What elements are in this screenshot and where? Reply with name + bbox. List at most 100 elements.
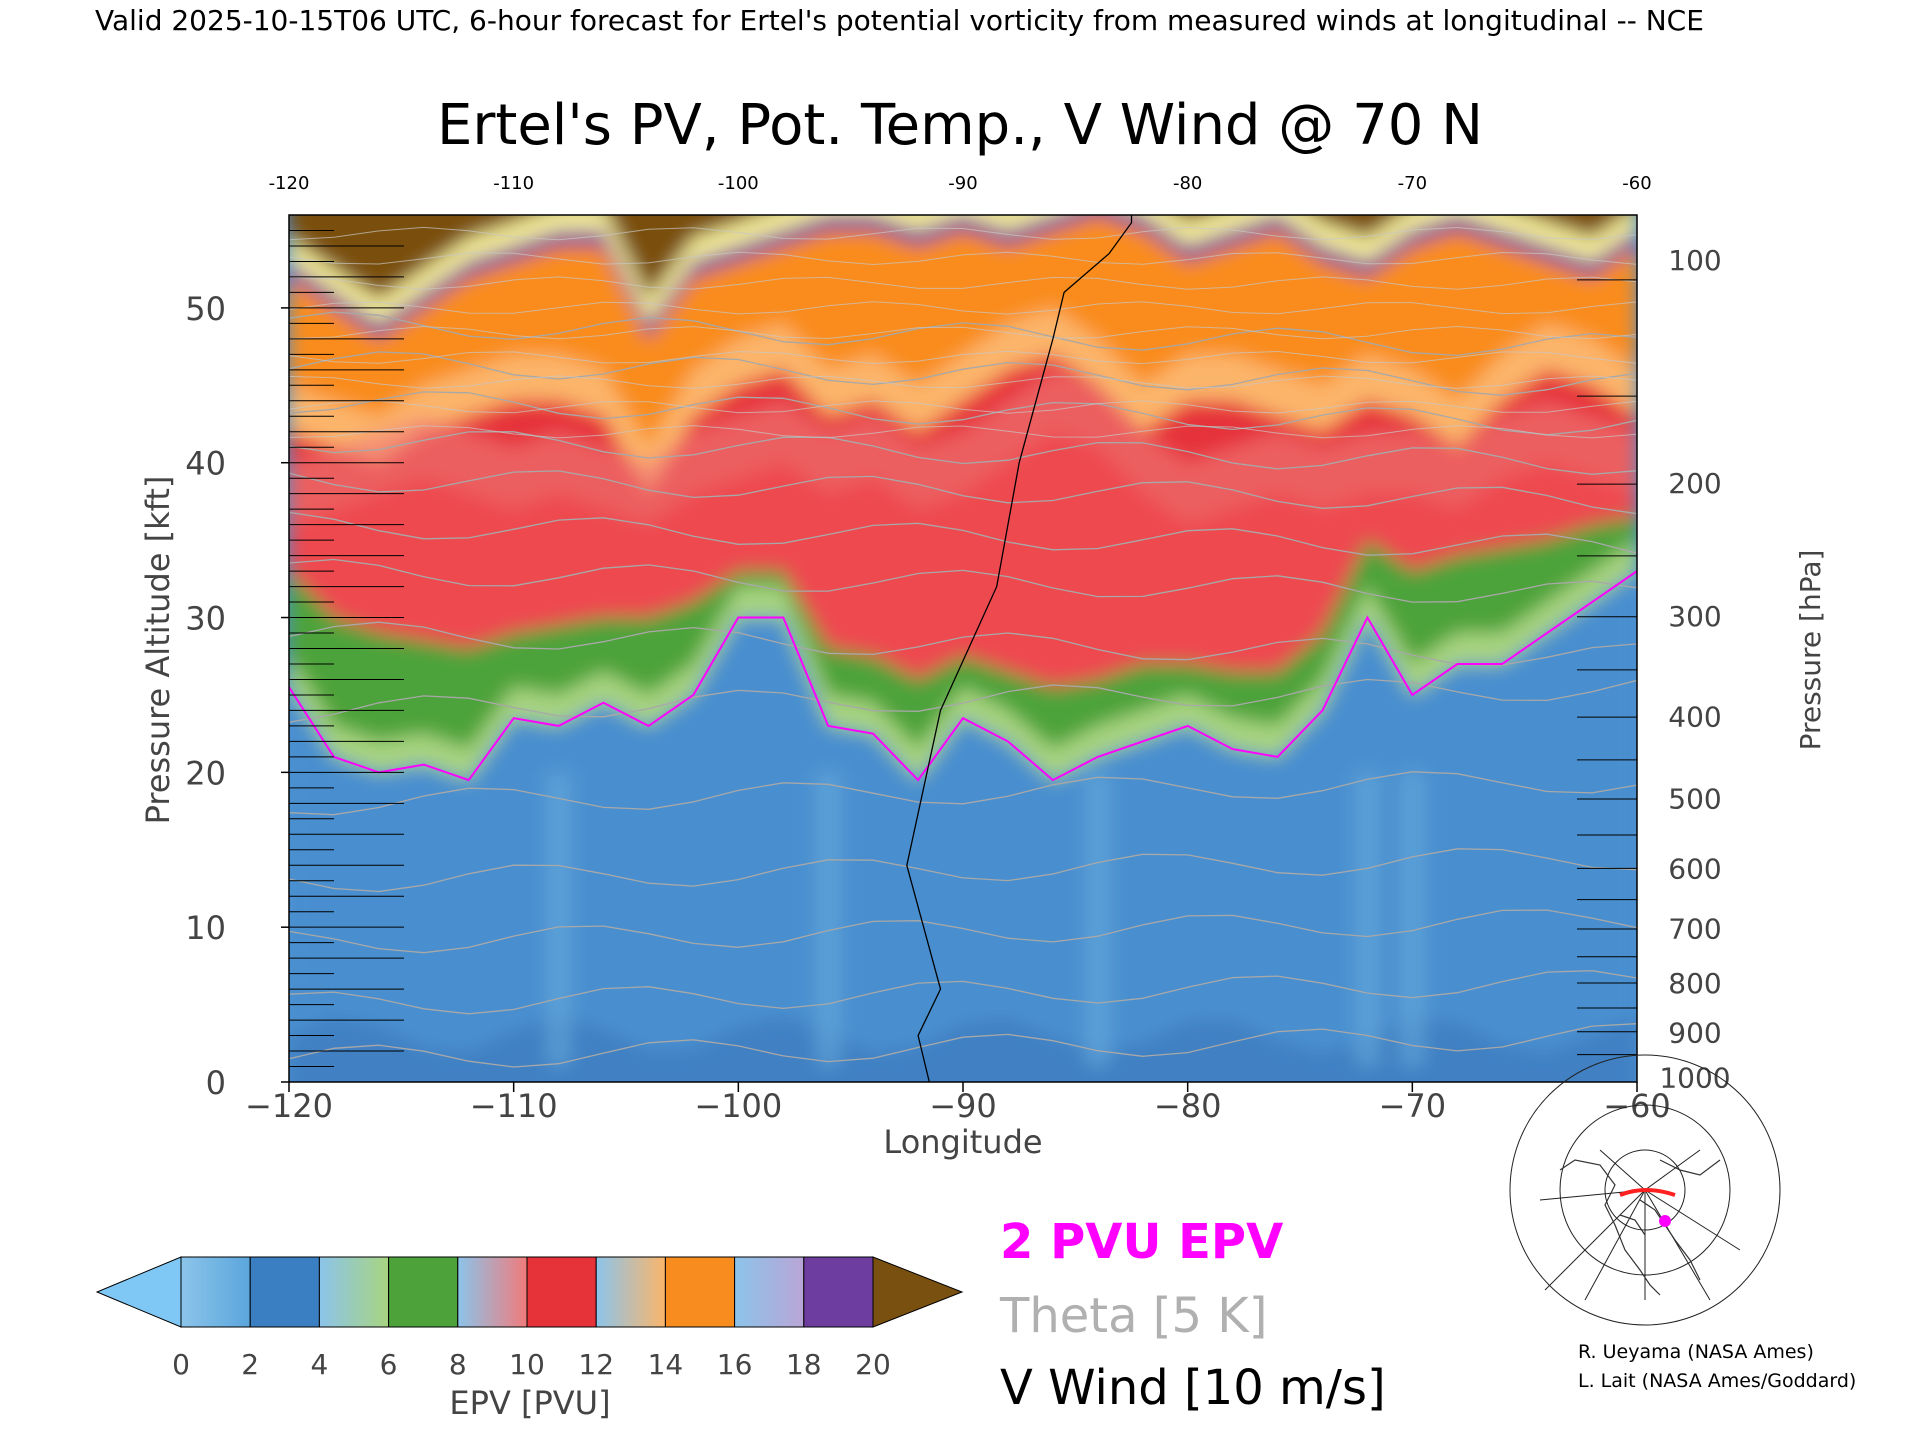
pressure-tick-label: 100 xyxy=(1668,244,1721,277)
tropopause-2pvu-contour xyxy=(289,570,1637,782)
theta-contour-290 xyxy=(289,909,1637,954)
tropopause-2pvu-line xyxy=(289,570,1637,782)
y-axis-right-pressure: 100 200 300 400 500 600 700 800 900 1000 xyxy=(1659,244,1730,1094)
x-top-tick-label: -110 xyxy=(493,173,534,194)
colorbar-segment xyxy=(249,1256,320,1328)
map-section-line xyxy=(1619,1188,1676,1197)
pressure-tick-label: 800 xyxy=(1668,967,1721,1000)
colorbar-segment xyxy=(526,1256,597,1328)
map-coastline xyxy=(1559,1159,1721,1296)
theta-contour-340 xyxy=(289,558,1637,603)
colorbar-segment xyxy=(595,1256,666,1328)
epv-band-blue-low xyxy=(289,1017,1637,1082)
y-tick-label: 0 xyxy=(206,1064,226,1102)
colorbar-tick-label: 14 xyxy=(648,1348,684,1381)
colorbar-tick-label: 10 xyxy=(509,1348,545,1381)
theta-contour-330 xyxy=(289,621,1637,666)
epv-colorbar: 0 2 4 6 8 10 12 14 16 18 20 xyxy=(95,1256,964,1381)
theta-contour-minor xyxy=(289,400,1637,414)
theta-contour-minor xyxy=(289,375,1637,389)
colorbar-tick-label: 20 xyxy=(855,1348,891,1381)
theta-contour-310 xyxy=(289,771,1637,816)
y-tick-label: 50 xyxy=(185,290,226,328)
credit-line-1: R. Ueyama (NASA Ames) xyxy=(1578,1341,1814,1363)
x-top-tick-label: -80 xyxy=(1173,173,1202,194)
plot-area xyxy=(288,214,1638,1083)
legend-2pvu: 2 PVU EPV xyxy=(1000,1214,1283,1270)
v-wind-zero-contour xyxy=(906,215,1133,1082)
legend-v-wind: V Wind [10 m/s] xyxy=(1000,1360,1386,1416)
theta-contour-400 xyxy=(289,311,1637,357)
theta-contour-350 xyxy=(289,511,1637,556)
colorbar-over-arrow xyxy=(872,1256,964,1328)
pressure-tick-label: 900 xyxy=(1668,1016,1721,1049)
legend-theta: Theta [5 K] xyxy=(999,1288,1268,1344)
colorbar-tick-label: 6 xyxy=(380,1348,398,1381)
v-wind-contours xyxy=(906,215,1133,1082)
left-minor-ticks xyxy=(289,229,404,1068)
colorbar-tick-label: 8 xyxy=(449,1348,467,1381)
y-tick-label: 30 xyxy=(185,600,226,638)
theta-contour-minor xyxy=(289,251,1637,266)
epv-light-streak xyxy=(1355,772,1380,1067)
x-axis-bottom: −120 −110 −100 −90 −80 −70 −60 xyxy=(245,1082,1671,1125)
epv-band-brown xyxy=(289,215,1626,301)
y-axis-label: Pressure Altitude [kft] xyxy=(139,476,177,825)
x-tick-label: −90 xyxy=(929,1087,997,1125)
epv-band-light-green xyxy=(289,540,1637,781)
epv-light-streak xyxy=(546,772,571,1067)
epv-band-red-low xyxy=(289,431,1637,688)
colorbar-segment xyxy=(388,1256,459,1328)
legend: 2 PVU EPV Theta [5 K] V Wind [10 m/s] xyxy=(999,1214,1386,1416)
colorbar-segment xyxy=(803,1256,874,1328)
theta-contour-390 xyxy=(289,351,1637,396)
epv-band-pink xyxy=(289,369,1637,525)
theta-contour-minor xyxy=(289,425,1637,439)
x-tick-label: −100 xyxy=(694,1087,782,1125)
pressure-tick-label: 500 xyxy=(1668,783,1721,816)
theta-contour-minor xyxy=(289,350,1637,365)
epv-light-streak xyxy=(1400,772,1425,1067)
x-tick-label: −70 xyxy=(1379,1087,1447,1125)
y-tick-label: 20 xyxy=(185,754,226,792)
colorbar-tick-label: 4 xyxy=(310,1348,328,1381)
x-tick-label: −120 xyxy=(245,1087,333,1125)
x-axis-label: Longitude xyxy=(883,1123,1042,1161)
colorbar-tick-label: 12 xyxy=(578,1348,614,1381)
pressure-tick-label: 700 xyxy=(1668,913,1721,946)
epv-band-blue xyxy=(289,571,1637,1082)
epv-filled-contours xyxy=(289,215,1637,1082)
x-top-tick-label: -90 xyxy=(948,173,977,194)
theta-contour-360 xyxy=(289,470,1637,515)
theta-contour-300 xyxy=(289,848,1637,893)
colorbar-tick-label: 2 xyxy=(241,1348,259,1381)
colorbar-tick-label: 18 xyxy=(786,1348,822,1381)
epv-field xyxy=(289,215,1637,1082)
theta-contours xyxy=(289,226,1637,1068)
theta-contour-minor xyxy=(289,276,1637,290)
epv-light-streak xyxy=(816,772,841,1067)
theta-contour-270 xyxy=(289,1023,1637,1068)
pressure-tick-label: 300 xyxy=(1668,600,1721,633)
pressure-tick-label: 200 xyxy=(1668,467,1721,500)
colorbar-segment xyxy=(457,1256,528,1328)
theta-contour-minor xyxy=(289,301,1637,315)
map-latitude-circle xyxy=(1509,1054,1781,1326)
colorbar-segment xyxy=(318,1256,390,1328)
right-minor-ticks xyxy=(1577,279,1637,1056)
x-top-tick-label: -70 xyxy=(1398,173,1427,194)
valid-time-header: Valid 2025-10-15T06 UTC, 6-hour forecast… xyxy=(95,4,1704,37)
pressure-tick-label: 400 xyxy=(1668,701,1721,734)
pressure-tick-label: 1000 xyxy=(1659,1061,1730,1094)
colorbar-tick-label: 16 xyxy=(717,1348,753,1381)
y-tick-label: 40 xyxy=(185,445,226,483)
y-tick-label: 10 xyxy=(185,909,226,947)
theta-contour-370 xyxy=(289,431,1637,475)
theta-contour-320 xyxy=(289,678,1637,723)
theta-contour-380 xyxy=(289,391,1637,436)
colorbar-segment xyxy=(180,1256,251,1328)
x-top-tick-label: -60 xyxy=(1622,173,1651,194)
x-axis-top: -120 -110 -100 -90 -80 -70 -60 xyxy=(269,173,1652,194)
colorbar-under-arrow xyxy=(95,1256,182,1328)
